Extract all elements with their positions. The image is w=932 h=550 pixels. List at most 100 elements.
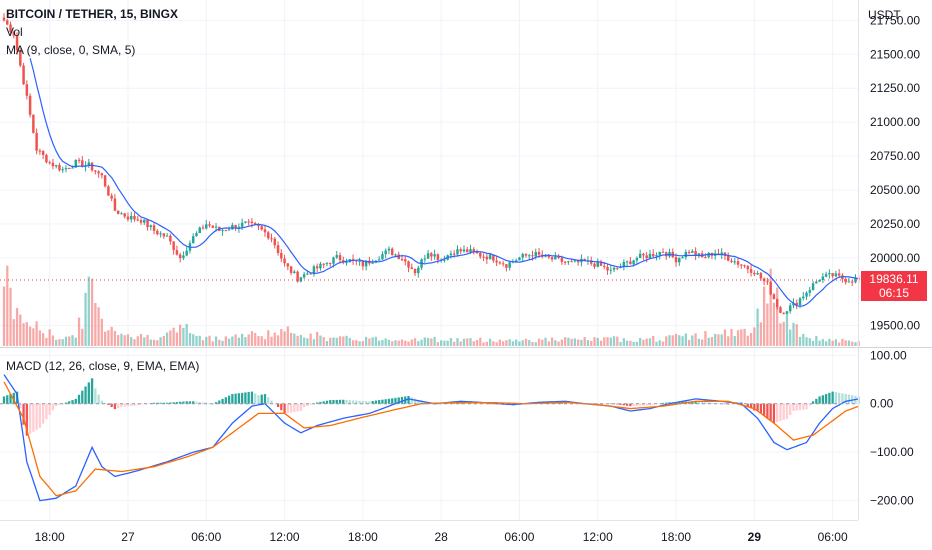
candle-body bbox=[335, 255, 339, 258]
histogram-bar bbox=[110, 403, 113, 408]
histogram-bar bbox=[335, 399, 338, 404]
candle-body bbox=[315, 266, 319, 269]
time-tick-label: 06:00 bbox=[191, 530, 221, 544]
volume-bar bbox=[802, 333, 805, 346]
candle-body bbox=[769, 282, 772, 295]
candle-body bbox=[795, 302, 798, 306]
volume-bar bbox=[77, 317, 81, 346]
volume-bar bbox=[299, 335, 303, 346]
candle-body bbox=[426, 253, 430, 259]
histogram-bar bbox=[834, 392, 838, 404]
histogram-bar bbox=[117, 403, 120, 409]
candle-body bbox=[361, 261, 365, 267]
histogram-bar bbox=[789, 403, 792, 416]
candle-body bbox=[788, 305, 792, 312]
candle-body bbox=[560, 257, 564, 262]
candle-body bbox=[704, 257, 707, 259]
time-tick-label: 29 bbox=[748, 530, 762, 544]
volume-bar bbox=[84, 292, 87, 346]
histogram-bar bbox=[306, 403, 309, 406]
volume-bars bbox=[2, 265, 860, 346]
volume-bar bbox=[110, 326, 113, 346]
histogram-bar bbox=[400, 396, 404, 404]
histogram-bar bbox=[309, 403, 312, 405]
ma-indicator-label[interactable]: MA (9, close, 0, SMA, 5) bbox=[6, 43, 136, 57]
histogram-bar bbox=[704, 402, 707, 404]
candle-body bbox=[15, 35, 19, 51]
candle-body bbox=[97, 171, 100, 174]
histogram-bar bbox=[697, 401, 701, 404]
candle-body bbox=[12, 32, 16, 36]
candle-body bbox=[413, 268, 417, 274]
candle-body bbox=[821, 276, 825, 280]
candle-body bbox=[143, 219, 146, 223]
histogram-bar bbox=[648, 403, 652, 406]
candle-body bbox=[90, 162, 94, 171]
volume-bar bbox=[433, 336, 436, 346]
candle-body bbox=[45, 154, 48, 163]
candle-body bbox=[772, 294, 776, 300]
candle-body bbox=[136, 219, 139, 221]
volume-bar bbox=[185, 323, 188, 346]
macd-indicator-label[interactable]: MACD (12, 26, close, 9, EMA, EMA) bbox=[6, 359, 200, 373]
volume-bar bbox=[596, 337, 599, 346]
candle-body bbox=[129, 215, 133, 220]
histogram-bar bbox=[123, 403, 126, 407]
candle-body bbox=[400, 259, 404, 261]
volume-bar bbox=[560, 339, 564, 346]
volume-bar bbox=[469, 338, 472, 346]
volume-bar bbox=[808, 338, 811, 346]
candle-body bbox=[779, 307, 782, 313]
candle-body bbox=[563, 261, 567, 263]
volume-bar bbox=[175, 332, 179, 346]
candle-body bbox=[358, 261, 361, 263]
histogram-bar bbox=[325, 400, 329, 404]
histogram-bar bbox=[828, 392, 831, 404]
time-tick-label: 12:00 bbox=[270, 530, 300, 544]
histogram-bar bbox=[381, 399, 384, 404]
volume-bar bbox=[117, 335, 120, 346]
candle-body bbox=[831, 273, 834, 277]
candle-body bbox=[68, 167, 71, 169]
candle-body bbox=[22, 65, 25, 85]
histogram-bar bbox=[772, 403, 776, 424]
volume-bar bbox=[195, 336, 198, 346]
volume-bar bbox=[753, 327, 756, 346]
candle-body bbox=[727, 255, 730, 261]
histogram-bar bbox=[231, 394, 234, 404]
volume-bar bbox=[537, 338, 541, 346]
histogram-bar bbox=[348, 400, 351, 404]
volume-bar bbox=[440, 340, 443, 346]
histogram-bar bbox=[77, 394, 81, 404]
volume-bar bbox=[446, 340, 449, 346]
volume-bar bbox=[280, 328, 283, 346]
volume-bar bbox=[821, 339, 824, 346]
candle-body bbox=[824, 274, 828, 277]
candle-body bbox=[746, 266, 750, 270]
histogram-bar bbox=[413, 398, 417, 404]
volume-bar bbox=[6, 265, 9, 346]
volume-bar bbox=[776, 287, 779, 346]
histogram-bar bbox=[152, 402, 156, 404]
candle-body bbox=[635, 258, 639, 261]
histogram-bar bbox=[136, 403, 139, 406]
volume-indicator-label[interactable]: Vol bbox=[6, 25, 23, 39]
candle-body bbox=[270, 238, 273, 240]
candle-body bbox=[472, 249, 476, 252]
candle-body bbox=[720, 252, 723, 255]
volume-bar bbox=[270, 336, 273, 346]
histogram-bar bbox=[838, 392, 841, 404]
volume-bar bbox=[658, 340, 661, 346]
candle-body bbox=[736, 261, 740, 265]
candle-body bbox=[64, 167, 68, 170]
candle-body bbox=[766, 281, 769, 283]
volume-bar bbox=[325, 341, 329, 346]
histogram-bar bbox=[218, 400, 221, 404]
volume-bar bbox=[482, 342, 485, 346]
candle-body bbox=[648, 253, 652, 259]
candle-body bbox=[283, 258, 286, 264]
volume-bar bbox=[64, 336, 68, 346]
histogram-bar bbox=[221, 398, 224, 404]
candle-body bbox=[286, 263, 290, 267]
